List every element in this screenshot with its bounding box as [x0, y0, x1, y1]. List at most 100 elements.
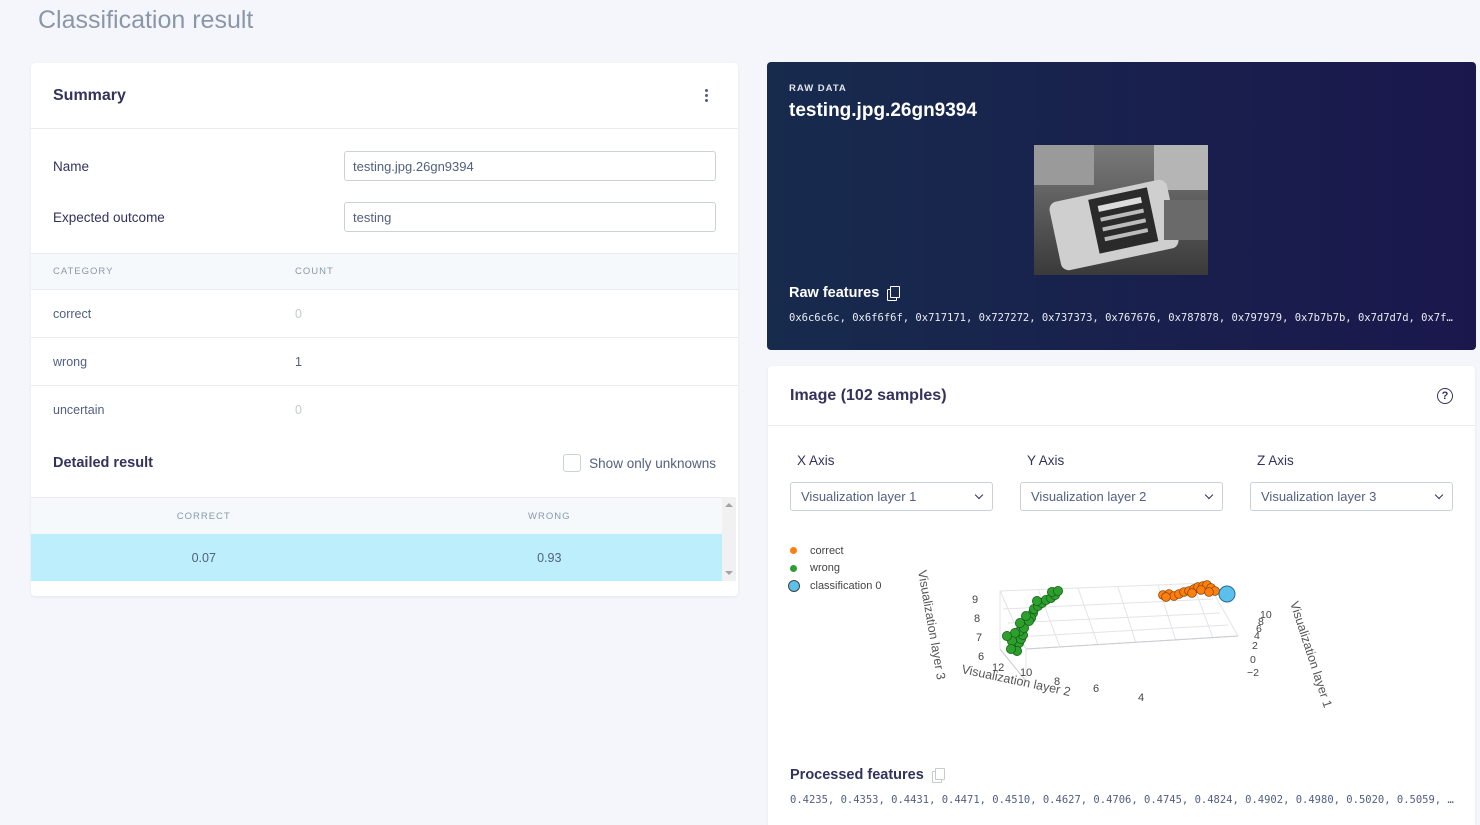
plot-axes — [999, 635, 1239, 682]
name-row: Name testing.jpg.26gn9394 — [53, 151, 716, 181]
chevron-down-icon — [1204, 490, 1214, 499]
y-tick-label: 12 — [992, 662, 1004, 674]
y-tick-label: 6 — [1093, 683, 1099, 695]
x-tick-label: 4 — [1254, 630, 1260, 642]
more-options-icon[interactable] — [696, 86, 716, 106]
category-count: 1 — [295, 354, 302, 369]
x-axis-select[interactable]: Visualization layer 1 — [790, 482, 993, 511]
data-point — [1204, 587, 1214, 597]
table-row: uncertain 0 — [31, 386, 738, 434]
processed-features-label: Processed features — [790, 767, 924, 783]
expected-outcome-field[interactable]: testing — [344, 202, 716, 232]
chevron-down-icon — [974, 490, 984, 499]
processed-features-value: 0.4235, 0.4353, 0.4431, 0.4471, 0.4510, … — [790, 794, 1454, 806]
legend-label: classification 0 — [810, 579, 882, 592]
x-tick-label: 6 — [1256, 623, 1262, 635]
x-tick-label: 8 — [1258, 616, 1264, 628]
copy-icon[interactable] — [931, 768, 945, 783]
category-table: CATEGORY COUNT correct 0 wrong 1 uncerta… — [31, 253, 738, 434]
category-count: 0 — [295, 403, 302, 417]
correct-series — [1158, 580, 1220, 602]
scroll-up-icon[interactable] — [725, 503, 733, 507]
correct-header: CORRECT — [176, 510, 231, 522]
classification-point — [1218, 585, 1236, 603]
data-point — [1002, 631, 1013, 642]
z-tick-label: 7 — [976, 632, 982, 644]
legend-label: correct — [810, 544, 844, 557]
scatter-3d-plot[interactable]: Visualization layer 3 Visualization laye… — [908, 561, 1338, 731]
correct-score: 0.07 — [191, 550, 216, 565]
z-tick-label: 6 — [978, 651, 984, 663]
x-tick-label: −2 — [1247, 667, 1259, 679]
y-axis-label: Y Axis — [1027, 453, 1065, 468]
category-name: uncertain — [53, 403, 105, 417]
data-point — [1161, 592, 1171, 602]
raw-sample-image — [1034, 145, 1208, 275]
visualization-header: Image (102 samples) ? — [768, 366, 1475, 426]
result-table-header: CORRECT WRONG — [31, 497, 722, 534]
y-tick-labels: 12 10 8 6 4 — [992, 662, 1144, 704]
x-axis-select-value: Visualization layer 1 — [801, 489, 917, 504]
x-axis-label: X Axis — [797, 453, 835, 468]
visualization-title: Image (102 samples) — [790, 386, 947, 404]
summary-header: Summary — [31, 63, 738, 129]
table-row[interactable]: 0.07 0.93 — [31, 534, 722, 581]
processed-features-heading: Processed features — [790, 767, 945, 783]
chevron-down-icon — [1434, 490, 1444, 499]
table-row: correct 0 — [31, 290, 738, 338]
detailed-result-table: CORRECT WRONG 0.07 0.93 — [31, 497, 722, 581]
show-unknowns-checkbox[interactable] — [563, 454, 582, 472]
z-axis-select-value: Visualization layer 3 — [1261, 489, 1377, 504]
category-name: correct — [53, 306, 92, 321]
name-field[interactable]: testing.jpg.26gn9394 — [344, 151, 716, 181]
raw-features-label: Raw features — [789, 285, 880, 301]
legend-label: wrong — [810, 562, 840, 575]
x-tick-label: 2 — [1252, 640, 1258, 652]
data-point — [1052, 585, 1063, 596]
help-icon[interactable]: ? — [1437, 387, 1453, 404]
z-axis-select[interactable]: Visualization layer 3 — [1250, 482, 1453, 511]
copy-icon[interactable] — [887, 286, 901, 301]
visualization-card: Image (102 samples) ? X Axis Visualizati… — [768, 366, 1475, 825]
z-axis-control: Z Axis Visualization layer 3 — [1250, 453, 1453, 511]
legend-item-classification[interactable]: classification 0 — [788, 577, 882, 595]
data-point — [1021, 611, 1032, 622]
legend-item-correct[interactable]: correct — [789, 542, 882, 560]
y-tick-label: 4 — [1138, 692, 1144, 704]
category-count: 0 — [295, 306, 302, 321]
expected-outcome-label: Expected outcome — [53, 209, 165, 225]
detailed-result-title: Detailed result — [53, 455, 153, 471]
y-tick-label: 10 — [1020, 667, 1032, 679]
page-title: Classification result — [38, 6, 254, 34]
x-tick-label: 10 — [1260, 609, 1272, 621]
z-tick-label: 8 — [974, 613, 980, 625]
wrong-header: WRONG — [528, 510, 571, 522]
data-point — [1187, 588, 1197, 598]
legend-item-wrong[interactable]: wrong — [789, 560, 882, 578]
y-axis-select[interactable]: Visualization layer 2 — [1020, 482, 1223, 511]
data-point — [1196, 585, 1206, 595]
category-header: CATEGORY — [53, 266, 114, 277]
y-axis-select-value: Visualization layer 2 — [1031, 489, 1147, 504]
wrong-score: 0.93 — [537, 550, 562, 565]
legend-marker — [790, 547, 797, 555]
table-row: wrong 1 — [31, 338, 738, 386]
result-scrollbar[interactable] — [722, 497, 736, 581]
category-table-header: CATEGORY COUNT — [31, 253, 738, 290]
z-axis-title: Visualization layer 3 — [915, 569, 948, 681]
category-name: wrong — [53, 354, 88, 369]
show-unknowns-label: Show only unknowns — [589, 455, 716, 471]
raw-features-value: 0x6c6c6c, 0x6f6f6f, 0x717171, 0x727272, … — [789, 312, 1457, 324]
z-tick-labels: 9 8 7 6 — [972, 594, 984, 663]
count-header: COUNT — [295, 266, 334, 277]
raw-data-label: RAW DATA — [789, 83, 847, 94]
x-axis-control: X Axis Visualization layer 1 — [790, 453, 993, 511]
wrong-series — [1002, 585, 1063, 657]
data-point — [1006, 644, 1017, 655]
show-unknowns-toggle[interactable]: Show only unknowns — [563, 454, 716, 472]
scroll-down-icon[interactable] — [725, 571, 733, 575]
plot-legend: correct wrong classification 0 — [788, 542, 882, 595]
detailed-result-header: Detailed result Show only unknowns — [53, 450, 716, 476]
x-tick-labels: 10 8 6 4 2 0 −2 — [1247, 609, 1272, 679]
expected-outcome-row: Expected outcome testing — [53, 202, 716, 232]
